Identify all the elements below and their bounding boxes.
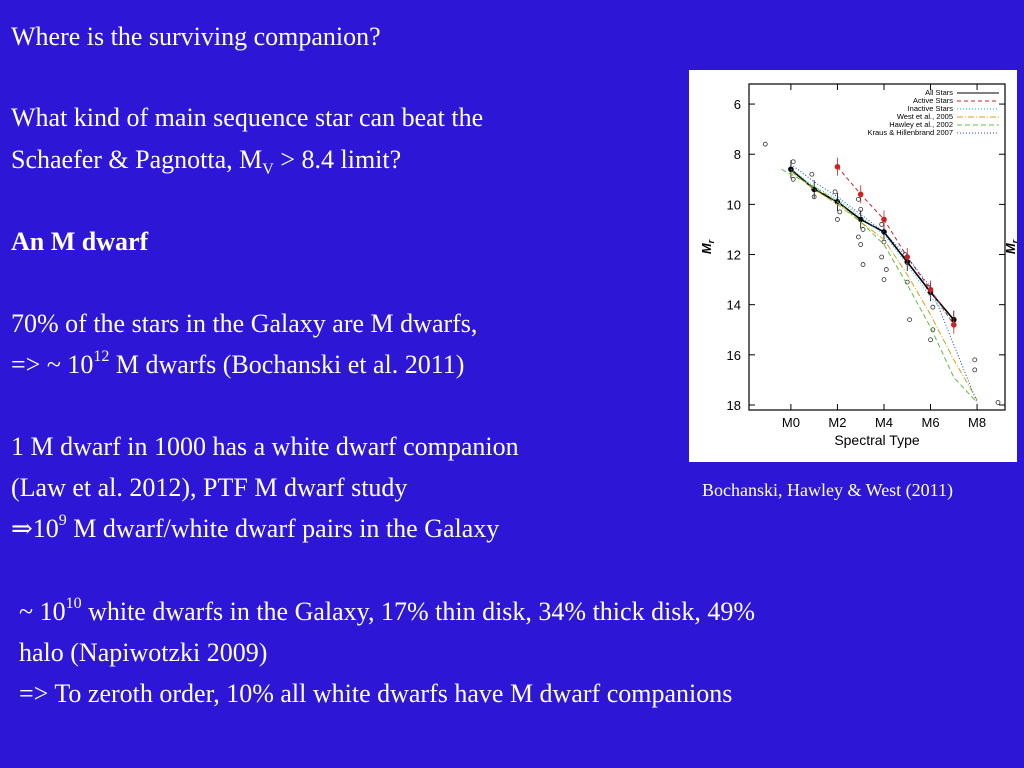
scatter-point bbox=[860, 262, 866, 267]
scatter-point bbox=[879, 254, 885, 260]
legend-label: West et al., 2005 bbox=[897, 112, 953, 121]
legend-label: All Stars bbox=[925, 88, 953, 97]
y-tick-label: 14 bbox=[727, 298, 741, 313]
question-companion: Where is the surviving companion? bbox=[11, 22, 381, 51]
white-dwarf-count: ~ 1010 white dwarfs in the Galaxy, 17% t… bbox=[19, 595, 756, 627]
pair-count: ⇒109 M dwarf/white dwarf pairs in the Ga… bbox=[11, 512, 500, 544]
mdwarf-count-exponent: 12 bbox=[93, 348, 110, 366]
scatter-point bbox=[762, 141, 768, 147]
y-tick-label: 10 bbox=[727, 197, 741, 212]
series-point bbox=[951, 321, 957, 328]
series-point bbox=[857, 216, 864, 223]
scatter-point bbox=[881, 277, 887, 283]
y-axis-label-main: M bbox=[699, 242, 714, 254]
y-tick-label: 12 bbox=[727, 248, 741, 263]
mdwarf-count-text: M dwarfs (Bochanski et al. 2011) bbox=[109, 350, 465, 379]
y-tick-label: 6 bbox=[734, 97, 741, 112]
white-dwarf-exponent: 10 bbox=[65, 595, 82, 613]
plot-frame bbox=[748, 83, 1006, 411]
x-tick-label: M0 bbox=[782, 415, 800, 430]
pair-count-exponent: 9 bbox=[58, 512, 67, 530]
mdwarf-fraction: 70% of the stars in the Galaxy are M dwa… bbox=[11, 309, 478, 338]
y-axis-label-main: M bbox=[1003, 242, 1017, 254]
x-tick-label: M6 bbox=[921, 415, 939, 430]
companion-rate: 1 M dwarf in 1000 has a white dwarf comp… bbox=[11, 432, 519, 461]
scatter-point bbox=[995, 400, 1001, 405]
limit-subscript: V bbox=[262, 161, 274, 179]
scatter-point bbox=[835, 217, 840, 222]
white-dwarf-text: white dwarfs in the Galaxy, 17% thin dis… bbox=[81, 597, 756, 626]
series-line bbox=[790, 163, 978, 403]
implies-arrow: ⇒ bbox=[11, 514, 33, 543]
series-point bbox=[834, 163, 841, 170]
series-point bbox=[788, 166, 794, 173]
scatter-point bbox=[858, 242, 864, 247]
legend-label: Hawley et al., 2002 bbox=[889, 120, 953, 129]
y-tick-label: 8 bbox=[734, 147, 741, 162]
scatter-point bbox=[972, 357, 978, 363]
y-tick-label: 16 bbox=[727, 348, 741, 363]
mdwarf-count-prefix: => ~ 10 bbox=[11, 350, 94, 379]
scatter-point bbox=[907, 317, 912, 323]
y-axis-label-sub: r bbox=[706, 239, 716, 243]
scatter-point bbox=[837, 209, 843, 215]
series-line bbox=[781, 168, 978, 403]
y-axis-label: Mr bbox=[699, 239, 716, 254]
scatter-point bbox=[832, 189, 838, 195]
scatter-point bbox=[809, 171, 815, 177]
limit-text: Schaefer & Pagnotta, M bbox=[11, 145, 263, 174]
y-tick-label: 18 bbox=[727, 398, 741, 413]
scatter-point bbox=[972, 367, 978, 373]
y-axis-label-right: Mr bbox=[1003, 239, 1017, 254]
white-dwarf-reference: halo (Napiwotzki 2009) bbox=[19, 638, 268, 667]
y-axis-label-sub: r bbox=[1010, 239, 1017, 243]
figure-caption: Bochanski, Hawley & West (2011) bbox=[702, 480, 954, 500]
answer-heading: An M dwarf bbox=[11, 227, 149, 256]
x-tick-label: M2 bbox=[828, 415, 846, 430]
limit-text-end: > 8.4 limit? bbox=[273, 145, 402, 174]
question-limit: Schaefer & Pagnotta, MV > 8.4 limit? bbox=[11, 145, 402, 179]
pair-count-text: M dwarf/white dwarf pairs in the Galaxy bbox=[66, 514, 500, 543]
legend-label: Kraus & Hillenbrand 2007 bbox=[868, 128, 953, 137]
series-line bbox=[837, 166, 955, 326]
scatter-point bbox=[928, 337, 933, 343]
white-dwarf-prefix: ~ 10 bbox=[19, 597, 66, 626]
scatter-point bbox=[930, 304, 936, 310]
scatter-point bbox=[855, 234, 861, 240]
companion-reference: (Law et al. 2012), PTF M dwarf study bbox=[11, 473, 408, 502]
mdwarf-count: => ~ 1012 M dwarfs (Bochanski et al. 201… bbox=[11, 348, 465, 380]
series-point bbox=[857, 191, 864, 198]
question-main-sequence: What kind of main sequence star can beat… bbox=[11, 103, 484, 132]
conclusion: => To zeroth order, 10% all white dwarfs… bbox=[19, 679, 733, 708]
series-point bbox=[927, 286, 934, 293]
legend-label: Inactive Stars bbox=[908, 104, 954, 113]
legend-label: Active Stars bbox=[913, 96, 953, 105]
series-point bbox=[904, 254, 911, 260]
x-axis-label: Spectral Type bbox=[834, 432, 920, 448]
scatter-point bbox=[790, 176, 796, 182]
scatter-point bbox=[860, 227, 866, 232]
series-point bbox=[881, 216, 887, 223]
pair-count-prefix: 10 bbox=[32, 514, 59, 543]
scatter-point bbox=[883, 267, 889, 272]
x-tick-label: M8 bbox=[968, 415, 986, 430]
x-tick-label: M4 bbox=[875, 415, 893, 430]
series-line bbox=[790, 171, 978, 401]
